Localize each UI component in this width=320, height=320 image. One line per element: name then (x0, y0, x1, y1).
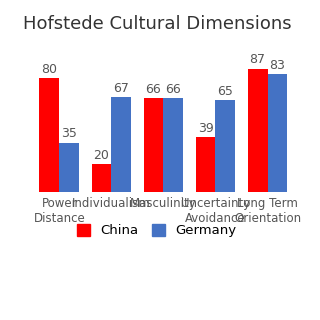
Text: 65: 65 (217, 85, 233, 98)
Bar (164, 99, 183, 192)
Bar (215, 100, 235, 192)
Bar (196, 137, 215, 192)
Bar (268, 74, 287, 192)
Bar (111, 97, 131, 192)
Text: 66: 66 (146, 83, 161, 96)
Text: 80: 80 (41, 63, 57, 76)
Bar (144, 99, 164, 192)
Text: 66: 66 (165, 83, 181, 96)
Bar (59, 142, 79, 192)
Legend: China, Germany: China, Germany (72, 219, 242, 243)
Bar (92, 164, 111, 192)
Bar (248, 68, 268, 192)
Text: 83: 83 (269, 59, 285, 72)
Text: 87: 87 (250, 53, 266, 66)
Bar (39, 78, 59, 192)
Text: 67: 67 (113, 82, 129, 95)
Text: 39: 39 (198, 122, 213, 135)
Title: Hofstede Cultural Dimensions: Hofstede Cultural Dimensions (22, 15, 291, 33)
Text: 35: 35 (61, 127, 77, 140)
Text: 20: 20 (93, 149, 109, 162)
